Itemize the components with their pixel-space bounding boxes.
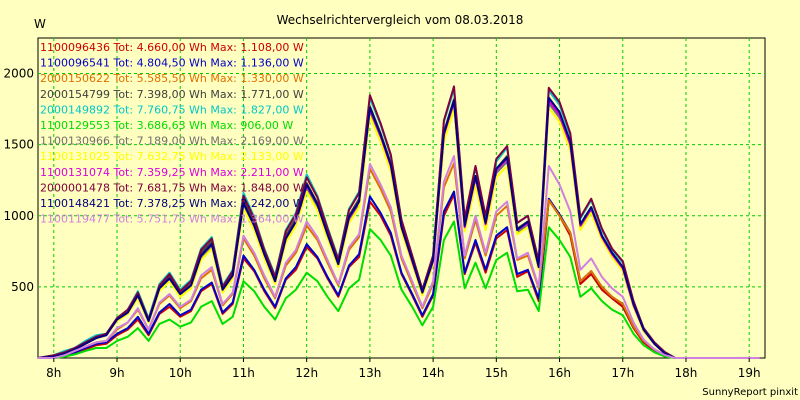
- y-axis-label: W: [34, 17, 46, 31]
- y-ticks: 500 1000 1500 2000: [3, 67, 34, 294]
- y-tick-label: 2000: [3, 67, 34, 81]
- legend-entry: 1100129553 Tot: 3.686,63 Wh Max: 906,00 …: [40, 119, 293, 132]
- x-tick-label: 16h: [548, 366, 571, 380]
- legend-entry: 1100130966 Tot: 7.189,00 Wh Max: 2.169,0…: [40, 135, 304, 148]
- y-tick-label: 500: [11, 280, 34, 294]
- x-tick-label: 12h: [295, 366, 318, 380]
- x-tick-label: 15h: [485, 366, 508, 380]
- y-tick-label: 1500: [3, 138, 34, 152]
- legend-entry: 2000150622 Tot: 5.585,50 Wh Max: 1.330,0…: [40, 72, 304, 85]
- series-line-6: [38, 220, 760, 359]
- chart-title: Wechselrichtervergleich vom 08.03.2018: [277, 13, 524, 27]
- legend-entry: 2000149892 Tot: 7.760,75 Wh Max: 1.827,0…: [40, 103, 304, 116]
- legend-entry: 1100131074 Tot: 7.359,25 Wh Max: 2.211,0…: [40, 166, 304, 179]
- legend-entry: 1100096436 Tot: 4.660,00 Wh Max: 1.108,0…: [40, 41, 304, 54]
- x-tick-label: 9h: [109, 366, 124, 380]
- legend: 1100096436 Tot: 4.660,00 Wh Max: 1.108,0…: [40, 41, 304, 226]
- legend-entry: 1100119477 Tot: 5.751,75 Wh Max: 1.364,0…: [40, 213, 304, 226]
- legend-entry: 2000001478 Tot: 7.681,75 Wh Max: 1.848,0…: [40, 181, 304, 194]
- x-tick-label: 18h: [675, 366, 698, 380]
- series-line-12: [38, 155, 760, 359]
- series-line-3: [38, 162, 760, 359]
- credit-label: SunnyReport pinxit: [702, 387, 798, 398]
- x-tick-label: 13h: [358, 366, 381, 380]
- x-tick-label: 11h: [232, 366, 255, 380]
- series-lines: [37, 85, 760, 359]
- series-line-11: [37, 96, 760, 359]
- y-tick-label: 1000: [3, 209, 34, 223]
- x-tick-label: 17h: [611, 366, 634, 380]
- legend-entry: 1100096541 Tot: 4.804,50 Wh Max: 1.136,0…: [40, 57, 304, 70]
- legend-entry: 1100148421 Tot: 7.378,25 Wh Max: 2.242,0…: [40, 197, 304, 210]
- x-tick-label: 19h: [738, 366, 761, 380]
- x-tick-label: 14h: [422, 366, 445, 380]
- legend-entry: 1100131025 Tot: 7.632,75 Wh Max: 2.133,0…: [40, 150, 304, 163]
- x-tick-label: 10h: [169, 366, 192, 380]
- x-tick-label: 8h: [46, 366, 61, 380]
- legend-entry: 2000154799 Tot: 7.398,00 Wh Max: 1.771,0…: [40, 88, 304, 101]
- x-ticks: 8h 9h 10h 11h 12h 13h 14h 15h 16h 17h 18h 19h: [46, 358, 761, 380]
